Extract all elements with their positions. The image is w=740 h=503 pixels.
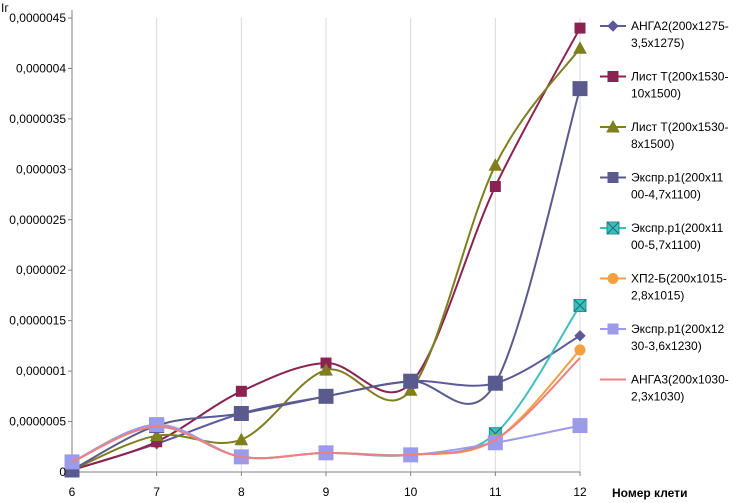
legend-entry-3: Лист Т(200х1530- 8х1500) (600, 119, 728, 151)
legend-entry-6: ХП2-Б(200х1015- 2,8х1015) (600, 272, 727, 303)
legend-label: Лист Т(200х1530- (631, 70, 728, 84)
legend-marker (607, 323, 619, 335)
legend-marker (606, 119, 620, 133)
legend-marker (607, 273, 619, 284)
axes (68, 10, 581, 476)
gridlines (71, 18, 581, 472)
data-point (149, 428, 164, 442)
data-point (574, 330, 586, 342)
y-tick-label: 0,0000035 (9, 112, 66, 126)
legend-marker (607, 172, 619, 183)
data-point (319, 363, 333, 376)
legend-label: 10х1500) (631, 87, 681, 101)
x-axis-title: Номер клети (612, 486, 687, 500)
legend-label: Экспр.р1(200х11 (631, 171, 724, 185)
legend-marker (607, 20, 619, 32)
legend-marker (607, 71, 619, 82)
data-point (403, 383, 418, 396)
x-tick-label: 8 (238, 485, 245, 499)
y-tick-label: 0 (59, 465, 66, 479)
legend-label: Лист Т(200х1530- (631, 120, 728, 134)
x-tick-label: 12 (573, 485, 587, 499)
y-tick-label: 0,0000045 (9, 11, 66, 25)
legend-label: 2,3х1030) (631, 390, 684, 404)
legend-entry-5: Экспр.р1(200х11 00-5,7х1100) (600, 221, 724, 252)
legend-entry-2: Лист Т(200х1530- 10х1500) (600, 70, 728, 101)
series-line (71, 357, 581, 463)
legend-label: 00-4,7х1100) (631, 188, 701, 202)
data-point (573, 41, 587, 54)
legend-label: 8х1500) (631, 137, 674, 151)
legend-label: 00-5,7х1100) (631, 238, 701, 252)
y-tick-label: 0,0000005 (9, 415, 66, 429)
x-tick-label: 7 (153, 485, 160, 499)
x-tick-label: 11 (489, 485, 502, 499)
legend-entry-1: АНГА2(200х1275- 3,5х1275) (600, 19, 729, 50)
legend-label: Экспр.р1(200х11 (631, 221, 724, 235)
data-point (235, 385, 247, 397)
data-point (574, 344, 586, 356)
series-line (71, 27, 581, 471)
series-group (64, 22, 588, 478)
legend-entry-4: Экспр.р1(200х11 00-4,7х1100) (600, 171, 724, 202)
data-point (574, 22, 586, 34)
y-tick-labels: 0 0,0000005 0,000001 0,0000015 0,000002 0,000… (9, 11, 66, 479)
legend-label: 3,5х1275) (631, 36, 684, 50)
legend-label: АНГА2(200х1275- (631, 19, 729, 33)
y-tick-label: 0,0000025 (9, 213, 66, 227)
series-8 (71, 357, 581, 463)
legend-entry-8: АНГА3(200х1030- 2,3х1030) (600, 373, 729, 404)
data-point (488, 158, 503, 171)
data-point (318, 388, 334, 404)
y-tick-label: 0,000001 (16, 364, 66, 378)
legend-label: ХП2-Б(200х1015- (631, 272, 727, 286)
y-tick-label: 0,000004 (16, 61, 66, 75)
data-point (233, 405, 249, 421)
legend: АНГА2(200х1275- 3,5х1275) Лист Т(200х1530-… (600, 19, 729, 404)
y-tick-label: 0,0000015 (9, 314, 66, 328)
data-point (234, 432, 249, 446)
data-point (487, 375, 503, 391)
legend-marker (606, 221, 620, 235)
legend-entry-7: Экспр.р1(200х12 30-3,6х1230) (600, 322, 725, 353)
data-point (573, 299, 587, 313)
legend-label: АНГА3(200х1030- (631, 373, 729, 387)
legend-label: 30-3,6х1230) (631, 339, 702, 353)
y-tick-label: 0,000003 (16, 162, 66, 176)
x-tick-label: 6 (69, 485, 76, 499)
data-point (572, 81, 588, 97)
legend-label: Экспр.р1(200х12 (631, 322, 725, 336)
y-tick-label: 0,000002 (16, 263, 66, 277)
x-tick-label: 10 (404, 485, 418, 499)
x-tick-label: 9 (323, 485, 330, 499)
data-point (149, 417, 165, 433)
data-point (489, 180, 501, 192)
x-tick-labels: 6 7 8 9 10 11 12 (69, 485, 587, 499)
legend-label: 2,8х1015) (631, 289, 684, 303)
data-point (403, 373, 419, 389)
y-axis-title: Iг (1, 1, 9, 15)
data-point (572, 418, 588, 434)
